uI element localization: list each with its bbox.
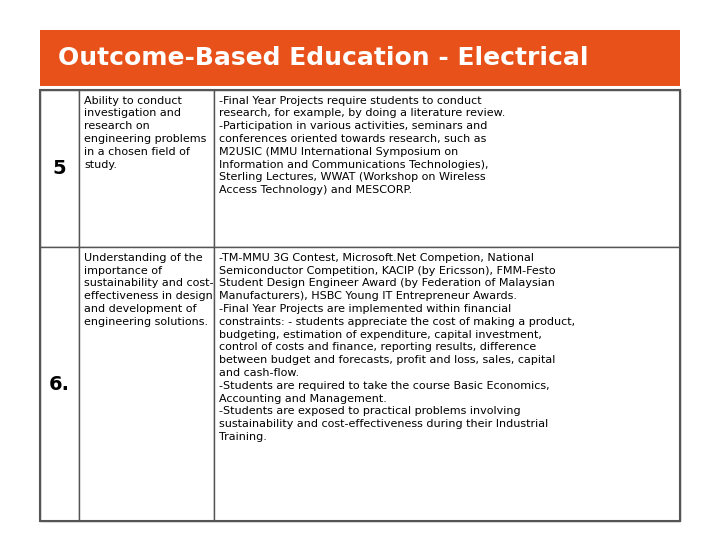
Text: 5: 5 (53, 159, 66, 178)
Bar (40, 247, 79, 521)
Bar (40, 90, 680, 521)
Text: 6.: 6. (49, 375, 70, 394)
Bar (79, 247, 214, 521)
Text: -Final Year Projects require students to conduct
research, for example, by doing: -Final Year Projects require students to… (219, 96, 505, 195)
Bar (214, 247, 680, 521)
Bar (40, 90, 79, 247)
Text: Outcome-Based Education - Electrical: Outcome-Based Education - Electrical (58, 46, 588, 70)
Text: -TM-MMU 3G Contest, Microsoft.Net Competion, National
Semiconductor Competition,: -TM-MMU 3G Contest, Microsoft.Net Compet… (219, 253, 575, 442)
Bar (40, 30, 680, 86)
Bar (214, 90, 680, 247)
Bar (79, 90, 214, 247)
Text: Understanding of the
importance of
sustainability and cost-
effectiveness in des: Understanding of the importance of susta… (84, 253, 214, 327)
Text: Ability to conduct
investigation and
research on
engineering problems
in a chose: Ability to conduct investigation and res… (84, 96, 207, 170)
